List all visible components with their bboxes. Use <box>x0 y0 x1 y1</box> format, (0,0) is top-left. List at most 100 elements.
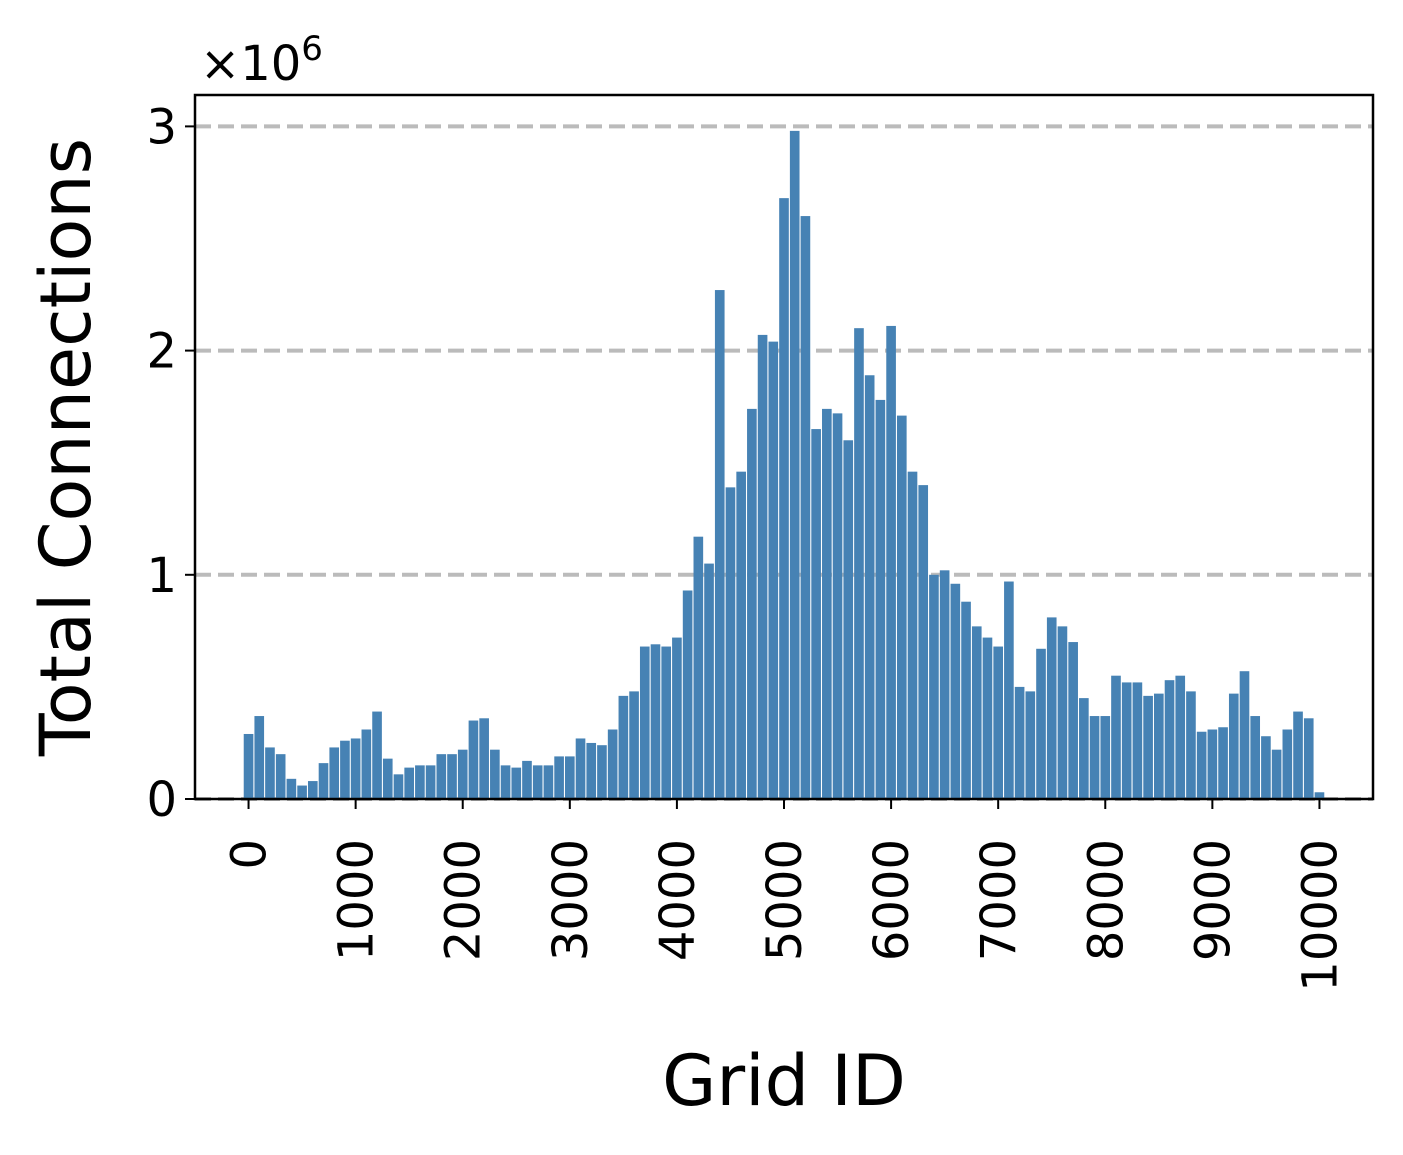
y-tick-label: 3 <box>146 99 177 155</box>
bar <box>929 574 939 799</box>
bar <box>1303 718 1314 799</box>
bar <box>939 570 950 799</box>
bar <box>672 637 682 799</box>
bar <box>757 334 768 799</box>
x-tick-label: 10000 <box>1292 839 1348 992</box>
bar <box>693 536 704 799</box>
bar <box>393 774 404 799</box>
bar <box>286 778 297 799</box>
bar <box>811 429 821 799</box>
bar <box>907 471 918 799</box>
bar <box>650 644 661 799</box>
bar <box>586 742 597 799</box>
bar <box>1046 617 1057 799</box>
bar <box>415 765 425 799</box>
bar <box>1100 716 1111 799</box>
bar <box>436 754 447 799</box>
bar <box>1004 581 1014 799</box>
bar <box>500 765 511 799</box>
y-multiplier: ×106 <box>200 29 323 92</box>
bar <box>597 745 607 799</box>
bar <box>843 440 854 799</box>
bar <box>1196 731 1207 799</box>
bar <box>982 637 993 799</box>
x-tick-label: 9000 <box>1185 839 1241 961</box>
bar <box>243 733 254 799</box>
x-tick-label: 7000 <box>971 839 1027 961</box>
bar <box>447 754 457 799</box>
bar <box>1271 749 1282 799</box>
bar <box>1218 727 1228 799</box>
bar <box>1025 691 1036 799</box>
bar <box>714 290 725 799</box>
bar <box>854 328 864 799</box>
bar <box>564 756 575 799</box>
y-tick-label: 0 <box>146 772 177 828</box>
x-tick-label: 5000 <box>757 839 813 961</box>
bar <box>1282 729 1293 799</box>
bar <box>864 375 875 799</box>
bar <box>404 767 415 799</box>
bar <box>736 471 746 799</box>
multiplier-exponent: 6 <box>301 29 323 69</box>
bar <box>372 711 382 799</box>
bar <box>639 646 650 799</box>
y-tick-label: 1 <box>146 548 177 604</box>
bar <box>1164 680 1175 799</box>
bar <box>554 756 564 799</box>
bar <box>275 754 286 799</box>
bar <box>307 781 318 799</box>
x-tick-label: 2000 <box>436 839 492 961</box>
bar <box>522 760 532 799</box>
bar <box>918 485 929 799</box>
bar <box>1014 686 1025 799</box>
bar <box>1239 671 1250 799</box>
bar <box>340 740 350 799</box>
bar <box>971 626 982 799</box>
bar <box>896 415 907 799</box>
bar <box>532 765 543 799</box>
bar <box>768 341 779 799</box>
bar <box>629 691 639 799</box>
bar <box>789 130 800 799</box>
bar <box>725 487 736 799</box>
bar <box>575 738 586 799</box>
y-axis-label: Total Connections <box>25 138 107 757</box>
bar <box>1250 716 1261 799</box>
bar <box>318 763 329 799</box>
bar <box>704 563 714 799</box>
bar <box>618 695 629 799</box>
bar <box>297 785 307 799</box>
bar <box>661 646 672 799</box>
bar <box>1079 698 1089 799</box>
bar <box>1228 693 1239 799</box>
bar <box>1314 792 1325 799</box>
bar <box>961 601 971 799</box>
bar <box>1111 675 1121 799</box>
bar <box>1186 691 1196 799</box>
x-tick-label: 6000 <box>864 839 920 961</box>
bar <box>1132 682 1143 799</box>
bar <box>1175 675 1186 799</box>
bar <box>832 413 843 799</box>
bar <box>1143 695 1153 799</box>
bar <box>543 765 554 799</box>
bar <box>682 590 693 799</box>
bar <box>1089 716 1100 799</box>
bar <box>254 716 265 799</box>
bar <box>1121 682 1132 799</box>
bar <box>1153 693 1164 799</box>
y-tick-label: 2 <box>146 324 177 380</box>
bar <box>875 399 886 799</box>
x-tick-label: 1000 <box>329 839 385 961</box>
bar <box>468 720 479 799</box>
bar <box>329 747 340 799</box>
bar <box>425 765 436 799</box>
bar <box>993 646 1004 799</box>
multiplier-base: ×10 <box>200 36 301 92</box>
bar <box>479 718 489 799</box>
bar <box>1293 711 1303 799</box>
bar <box>1057 626 1068 799</box>
